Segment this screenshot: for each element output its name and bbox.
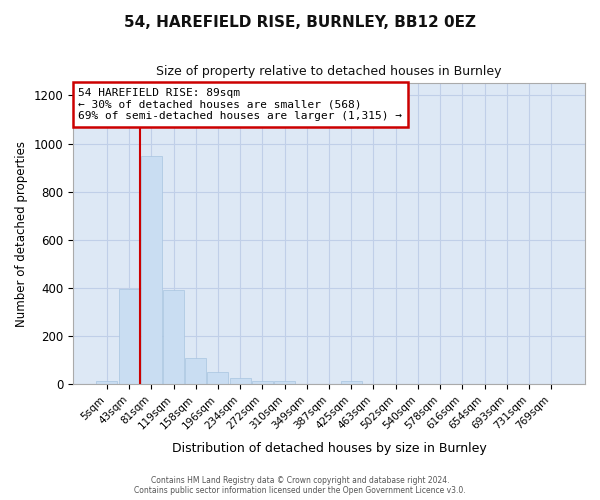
Title: Size of property relative to detached houses in Burnley: Size of property relative to detached ho… [156, 65, 502, 78]
Bar [252, 380, 273, 384]
Text: Contains HM Land Registry data © Crown copyright and database right 2024.
Contai: Contains HM Land Registry data © Crown c… [134, 476, 466, 495]
Bar [96, 381, 118, 384]
Bar [119, 289, 140, 384]
Bar [341, 382, 362, 384]
Text: 54, HAREFIELD RISE, BURNLEY, BB12 0EZ: 54, HAREFIELD RISE, BURNLEY, BB12 0EZ [124, 15, 476, 30]
Bar [208, 372, 229, 384]
Bar [274, 381, 295, 384]
Bar [230, 378, 251, 384]
Text: 54 HAREFIELD RISE: 89sqm
← 30% of detached houses are smaller (568)
69% of semi-: 54 HAREFIELD RISE: 89sqm ← 30% of detach… [78, 88, 402, 121]
Bar [163, 290, 184, 384]
Y-axis label: Number of detached properties: Number of detached properties [15, 141, 28, 327]
Bar [185, 358, 206, 384]
Bar [141, 156, 162, 384]
X-axis label: Distribution of detached houses by size in Burnley: Distribution of detached houses by size … [172, 442, 487, 455]
